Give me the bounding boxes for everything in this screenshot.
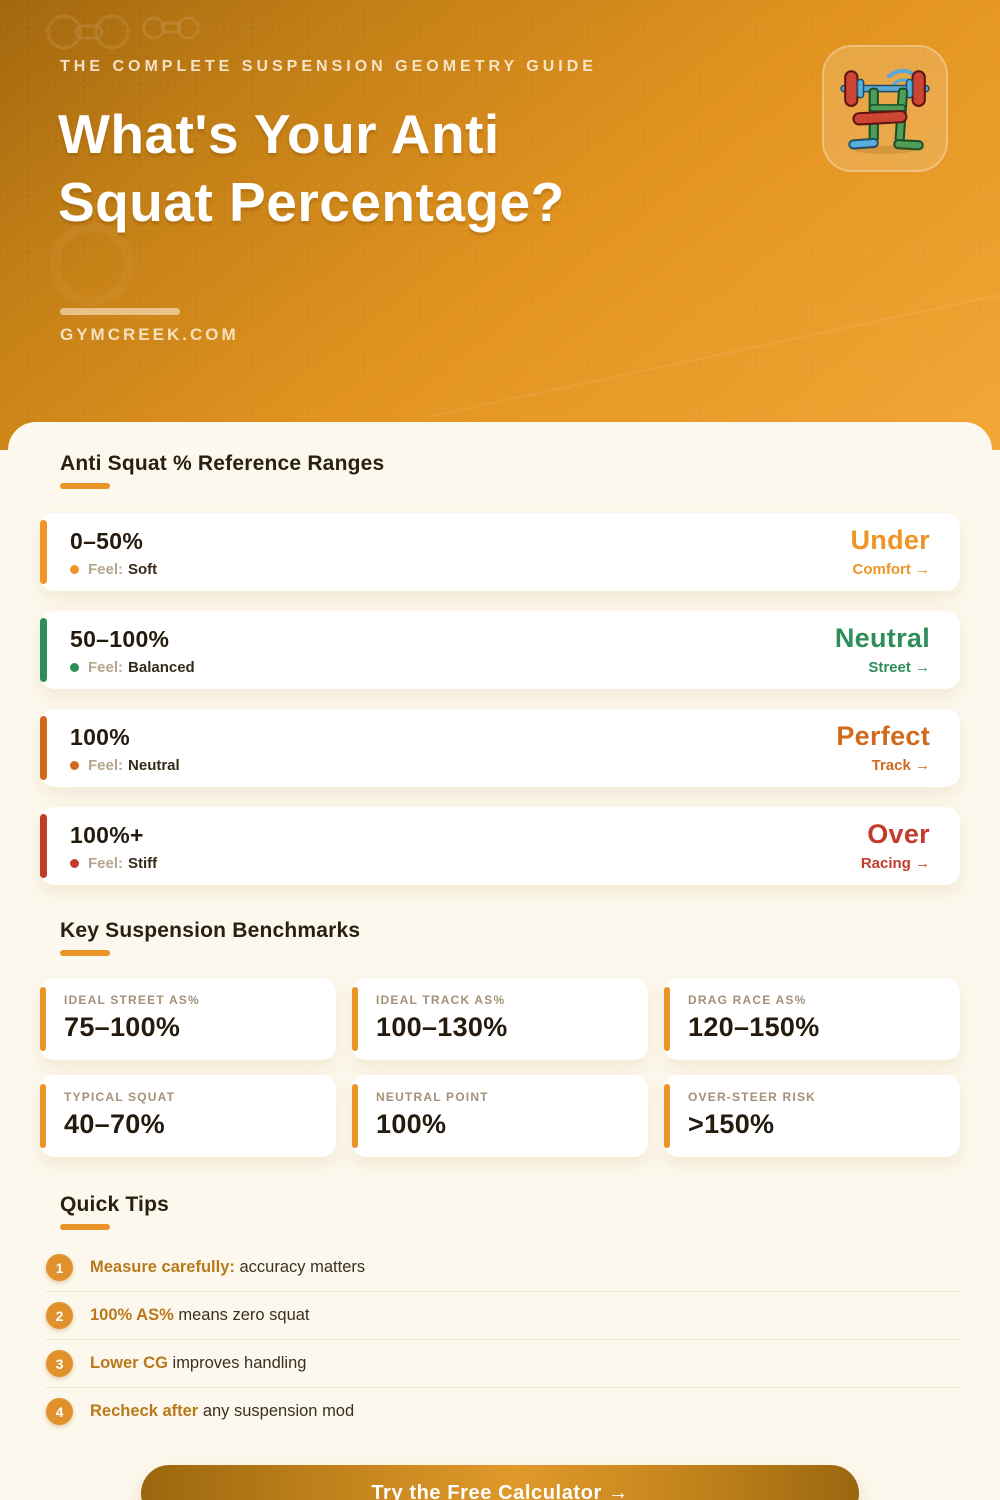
tips-list: 1 Measure carefully: accuracy matters 2 …: [40, 1244, 960, 1435]
feel-dot-icon: [70, 663, 79, 672]
tip-number-badge: 4: [46, 1398, 73, 1425]
bench-press-icon: [822, 45, 948, 172]
tip-lead: Lower CG: [90, 1354, 168, 1372]
tip-row: 2 100% AS% means zero squat: [46, 1292, 960, 1340]
tip-rest: any suspension mod: [198, 1402, 355, 1420]
benchmark-value: 40–70%: [64, 1109, 165, 1139]
verdict-label: Perfect: [836, 721, 930, 751]
feel-label: Feel:: [88, 659, 124, 676]
benchmarks-grid: IDEAL STREET AS% 75–100% IDEAL TRACK AS%…: [40, 978, 960, 1157]
benchmark-card: OVER-STEER RISK >150%: [664, 1075, 960, 1157]
feel-label: Feel:: [88, 757, 124, 774]
feel-value: Neutral: [128, 757, 180, 774]
verdict-label: Neutral: [834, 623, 930, 653]
tip-row: 1 Measure carefully: accuracy matters: [46, 1244, 960, 1292]
page-title-line1: What's Your Anti: [58, 103, 500, 165]
feel-value: Stiff: [128, 855, 158, 872]
feel-label: Feel:: [88, 561, 124, 578]
heading-underline: [60, 1224, 110, 1230]
benchmark-value: 100%: [376, 1109, 447, 1139]
range-card-perfect: 100% Perfect Feel: Neutral Track →: [40, 709, 960, 787]
benchmark-card: DRAG RACE AS% 120–150%: [664, 978, 960, 1060]
tip-number-badge: 2: [46, 1302, 73, 1329]
feel-label: Feel:: [88, 855, 124, 872]
tip-lead: Recheck after: [90, 1402, 199, 1420]
verdict-label: Over: [867, 819, 930, 849]
benchmark-card: NEUTRAL POINT 100%: [352, 1075, 648, 1157]
benchmark-card: TYPICAL SQUAT 40–70%: [40, 1075, 336, 1157]
tip-text: Measure carefully: accuracy matters: [90, 1258, 365, 1277]
page-title-line2: Squat Percentage?: [58, 171, 565, 233]
benchmark-label: TYPICAL SQUAT: [64, 1090, 176, 1104]
tip-lead: 100% AS%: [90, 1306, 174, 1324]
range-value: 50–100%: [70, 626, 170, 652]
feel-value: Balanced: [128, 659, 195, 676]
tip-text: 100% AS% means zero squat: [90, 1306, 310, 1325]
benchmark-label: DRAG RACE AS%: [688, 993, 807, 1007]
range-value: 100%+: [70, 822, 144, 848]
benchmark-label: IDEAL TRACK AS%: [376, 993, 506, 1007]
benchmarks-heading: Key Suspension Benchmarks: [60, 919, 361, 942]
tip-rest: means zero squat: [173, 1306, 310, 1324]
range-card-neutral: 50–100% Neutral Feel: Balanced Street →: [40, 611, 960, 689]
feel-dot-icon: [70, 859, 79, 868]
use-link-racing[interactable]: Racing →: [860, 855, 930, 872]
benchmark-label: IDEAL STREET AS%: [64, 993, 200, 1007]
page-title: What's Your Anti Squat Percentage?: [58, 100, 565, 236]
verdict-label: Under: [850, 525, 930, 555]
benchmark-label: OVER-STEER RISK: [688, 1090, 817, 1104]
benchmark-value: 120–150%: [688, 1012, 820, 1042]
bench-press-illustration: [840, 68, 930, 154]
range-card-under: 0–50% Under Feel: Soft Comfort →: [40, 513, 960, 591]
benchmark-value: 100–130%: [376, 1012, 508, 1042]
heading-underline: [60, 950, 110, 956]
tip-rest: accuracy matters: [234, 1258, 366, 1276]
benchmark-card: IDEAL TRACK AS% 100–130%: [352, 978, 648, 1060]
cta-button[interactable]: Try the Free Calculator →: [141, 1465, 859, 1500]
tip-text: Recheck after any suspension mod: [90, 1402, 354, 1421]
use-link-comfort[interactable]: Comfort →: [852, 561, 931, 578]
ranges-heading: Anti Squat % Reference Ranges: [60, 452, 385, 475]
header-banner: THE COMPLETE SUSPENSION GEOMETRY GUIDE W…: [0, 0, 1000, 450]
heading-underline: [60, 483, 110, 489]
feel-dot-icon: [70, 761, 79, 770]
benchmark-value: >150%: [688, 1109, 775, 1139]
tip-number-badge: 1: [46, 1254, 73, 1281]
content-panel: Anti Squat % Reference Ranges 0–50% Unde…: [8, 422, 992, 1500]
range-value: 100%: [70, 724, 131, 750]
eyebrow-text: THE COMPLETE SUSPENSION GEOMETRY GUIDE: [60, 58, 597, 75]
benchmark-card: IDEAL STREET AS% 75–100%: [40, 978, 336, 1060]
ranges-list: 0–50% Under Feel: Soft Comfort → 50–100%…: [40, 513, 960, 885]
tip-row: 3 Lower CG improves handling: [46, 1340, 960, 1388]
diagonal-line-decoration: [427, 274, 1000, 418]
use-link-street[interactable]: Street →: [868, 659, 930, 676]
dumbbell-icon: [46, 14, 200, 50]
tips-heading: Quick Tips: [60, 1193, 169, 1216]
range-card-over: 100%+ Over Feel: Stiff Racing →: [40, 807, 960, 885]
ring-decoration: [50, 222, 134, 306]
benchmark-label: NEUTRAL POINT: [376, 1090, 489, 1104]
tip-rest: improves handling: [167, 1354, 307, 1372]
header-site-text: GYMCREEK.COM: [60, 325, 239, 344]
tip-row: 4 Recheck after any suspension mod: [46, 1388, 960, 1435]
use-link-track[interactable]: Track →: [871, 757, 930, 774]
tip-number-badge: 3: [46, 1350, 73, 1377]
benchmark-value: 75–100%: [64, 1012, 181, 1042]
tip-text: Lower CG improves handling: [90, 1354, 306, 1373]
range-value: 0–50%: [70, 528, 144, 554]
feel-value: Soft: [128, 561, 158, 578]
title-divider: [60, 308, 180, 315]
feel-dot-icon: [70, 565, 79, 574]
tip-lead: Measure carefully:: [90, 1258, 235, 1276]
